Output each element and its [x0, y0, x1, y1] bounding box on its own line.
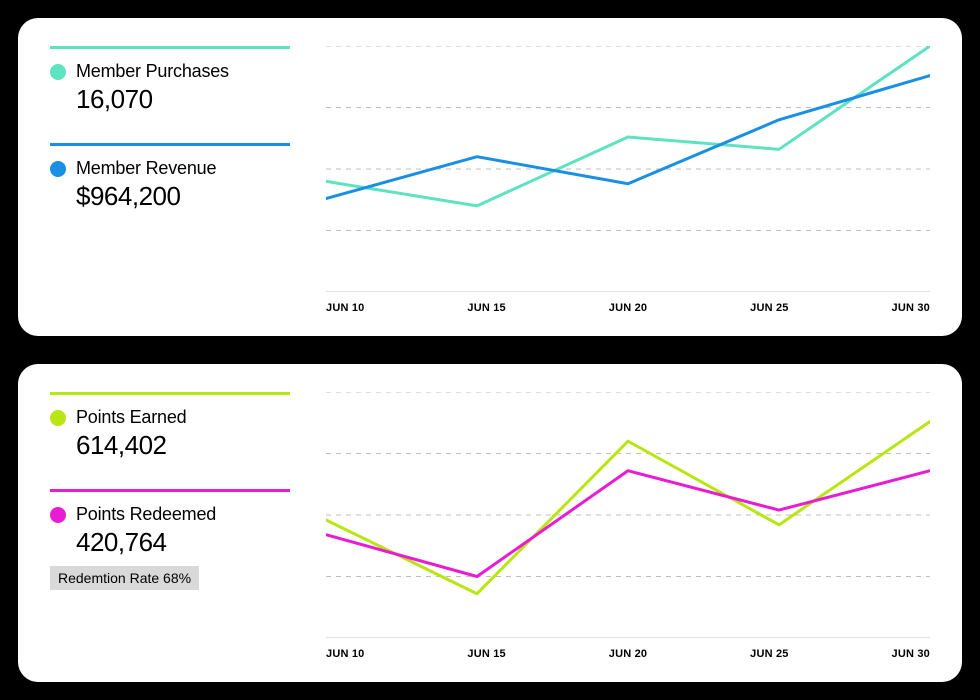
x-tick-label: JUN 10: [326, 648, 365, 660]
x-tick-label: JUN 25: [750, 302, 789, 314]
metrics-card-purchases-revenue: Member Purchases 16,070 Member Revenue $…: [18, 18, 962, 336]
line-chart: [326, 46, 930, 292]
legend-label: Points Redeemed: [76, 504, 216, 525]
legend-label: Member Purchases: [76, 61, 229, 82]
legend-dot: [50, 161, 66, 177]
x-tick-label: JUN 20: [609, 648, 648, 660]
legend-value: 614,402: [76, 430, 290, 461]
legend-item-points-earned: Points Earned 614,402: [50, 392, 290, 461]
legend-dot: [50, 507, 66, 523]
redemption-rate-badge: Redemtion Rate 68%: [50, 566, 199, 590]
x-tick-label: JUN 15: [467, 302, 506, 314]
x-tick-label: JUN 25: [750, 648, 789, 660]
legend-label: Member Revenue: [76, 158, 216, 179]
legend-stroke: [50, 46, 290, 49]
chart-svg-1: [326, 392, 930, 638]
legend-dot: [50, 64, 66, 80]
x-tick-label: JUN 30: [892, 302, 931, 314]
legend-column: Points Earned 614,402 Points Redeemed 42…: [50, 392, 290, 660]
x-tick-label: JUN 20: [609, 302, 648, 314]
legend-value: 420,764: [76, 527, 290, 558]
legend-dot: [50, 410, 66, 426]
x-tick-label: JUN 30: [892, 648, 931, 660]
legend-value: 16,070: [76, 84, 290, 115]
chart-svg-0: [326, 46, 930, 292]
metrics-card-points: Points Earned 614,402 Points Redeemed 42…: [18, 364, 962, 682]
legend-stroke: [50, 143, 290, 146]
x-tick-label: JUN 10: [326, 302, 365, 314]
x-axis-labels: JUN 10 JUN 15 JUN 20 JUN 25 JUN 30: [326, 638, 930, 660]
line-chart: [326, 392, 930, 638]
legend-stroke: [50, 489, 290, 492]
legend-value: $964,200: [76, 181, 290, 212]
legend-item-revenue: Member Revenue $964,200: [50, 143, 290, 212]
legend-column: Member Purchases 16,070 Member Revenue $…: [50, 46, 290, 314]
legend-label: Points Earned: [76, 407, 186, 428]
x-axis-labels: JUN 10 JUN 15 JUN 20 JUN 25 JUN 30: [326, 292, 930, 314]
legend-stroke: [50, 392, 290, 395]
chart-column: JUN 10 JUN 15 JUN 20 JUN 25 JUN 30: [326, 46, 930, 314]
legend-item-points-redeemed: Points Redeemed 420,764 Redemtion Rate 6…: [50, 489, 290, 590]
legend-item-purchases: Member Purchases 16,070: [50, 46, 290, 115]
chart-column: JUN 10 JUN 15 JUN 20 JUN 25 JUN 30: [326, 392, 930, 660]
x-tick-label: JUN 15: [467, 648, 506, 660]
